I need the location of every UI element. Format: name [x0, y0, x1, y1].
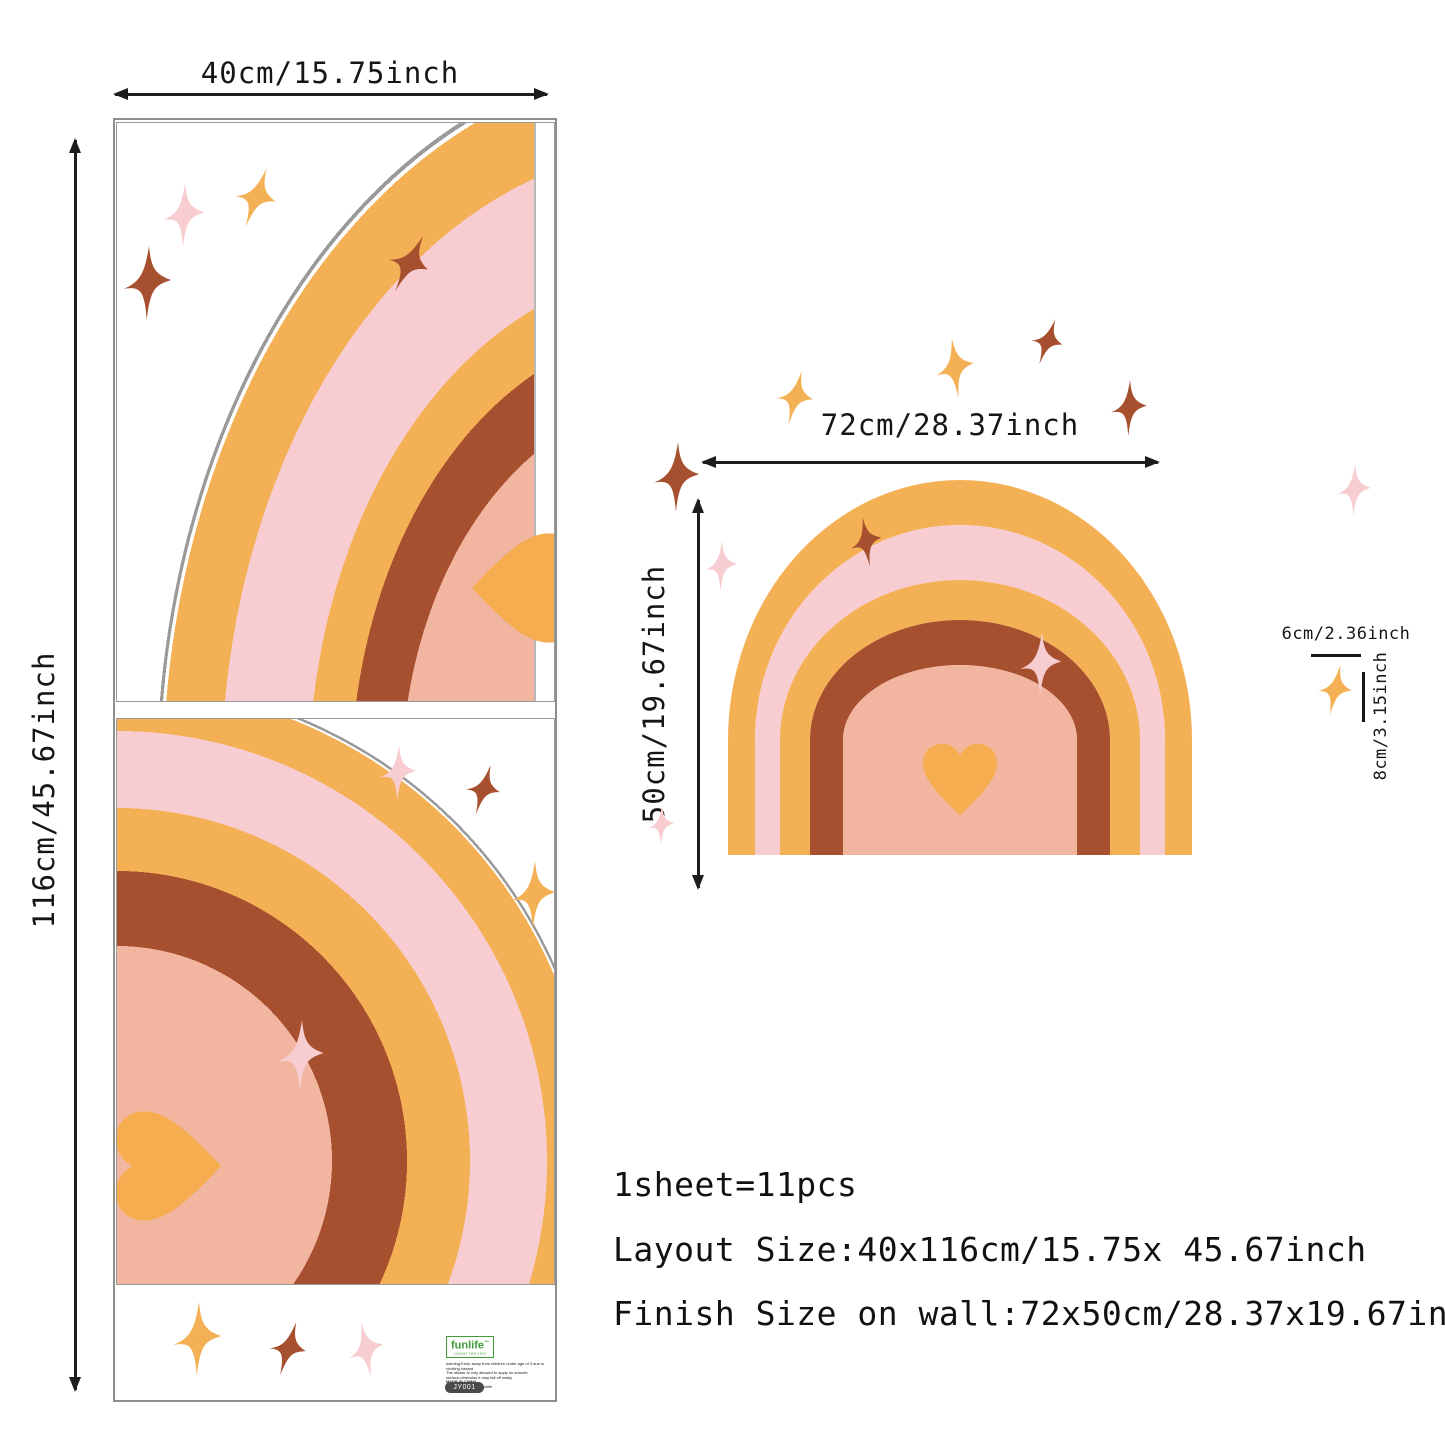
- star-icon: [922, 334, 990, 402]
- rainbow-band-pink: [755, 525, 1165, 855]
- sheet-height-label: 116cm/45.67inch: [27, 651, 61, 929]
- star-icon: [1329, 464, 1381, 516]
- sheet-height-arrow: [74, 140, 77, 1390]
- fine-print-line: The sticker is only allowed to apply on …: [446, 1370, 528, 1380]
- fine-print-line: MADE IN CHINA: [446, 1380, 550, 1385]
- star-icon: [642, 805, 682, 845]
- rainbow-band-rust: [810, 620, 1110, 855]
- trademark-symbol: ™: [484, 1340, 489, 1346]
- star-icon: [1102, 380, 1158, 436]
- sheet-piece-rainbow-half-top: [116, 122, 555, 702]
- sheet-piece-rainbow-half-bottom: [116, 718, 555, 1285]
- star-icon: [501, 861, 555, 929]
- star-icon: [1018, 312, 1078, 372]
- star-height-label: 8cm/3.15inch: [1371, 651, 1391, 781]
- sticker-sheet: [113, 118, 557, 1402]
- fine-print-line: warning:Keep away from children under ag…: [446, 1361, 545, 1371]
- assembled-width-label: 72cm/28.37inch: [820, 408, 1080, 442]
- star-icon: [266, 1020, 338, 1092]
- star-icon: [116, 246, 186, 320]
- star-width-label: 6cm/2.36inch: [1281, 624, 1411, 644]
- star-icon: [838, 513, 896, 571]
- star-icon: [452, 758, 516, 822]
- star-icon: [153, 183, 217, 247]
- star-icon: [643, 442, 713, 512]
- star-icon: [255, 1315, 324, 1384]
- assembled-width-arrow: [703, 461, 1158, 464]
- star-icon: [162, 1302, 236, 1376]
- summary-pieces: 1sheet=11pcs: [613, 1165, 858, 1204]
- heart-icon: [916, 736, 1004, 824]
- star-icon: [1010, 632, 1074, 696]
- summary-finish-size: Finish Size on wall:72x50cm/28.37x19.67i…: [613, 1294, 1445, 1333]
- star-icon: [1306, 660, 1366, 720]
- sheet-width-label: 40cm/15.75inch: [200, 56, 460, 90]
- star-icon: [371, 745, 427, 801]
- star-height-rule: [1362, 672, 1365, 722]
- star-icon: [369, 223, 451, 305]
- product-code-badge: JY001: [445, 1382, 484, 1393]
- brand-name: funlife: [451, 1339, 484, 1352]
- star-width-rule: [1311, 654, 1361, 657]
- heart-icon: [459, 523, 555, 653]
- funlife-logo: funlife™ LIVING THE LIFE: [446, 1336, 494, 1358]
- sheet-width-arrow: [115, 93, 547, 96]
- assembled-height-arrow: [697, 500, 700, 888]
- star-icon: [697, 541, 747, 591]
- star-icon: [763, 365, 829, 431]
- brand-tagline: LIVING THE LIFE: [453, 1351, 487, 1356]
- heart-icon: [116, 1101, 234, 1231]
- star-icon: [334, 1317, 400, 1383]
- summary-layout-size: Layout Size:40x116cm/15.75x 45.67inch: [613, 1230, 1367, 1269]
